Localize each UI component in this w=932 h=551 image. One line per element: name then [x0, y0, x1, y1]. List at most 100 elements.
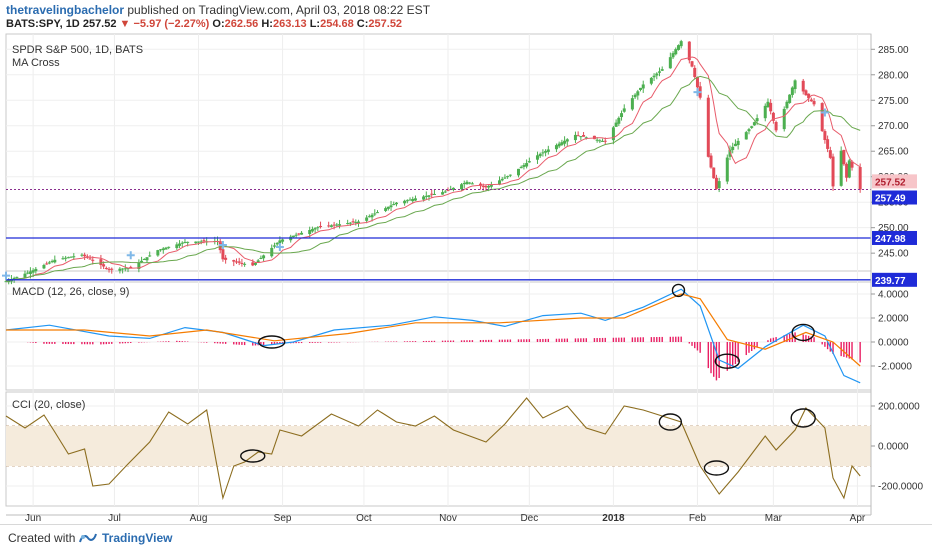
candle-body — [769, 102, 773, 112]
candle-body — [140, 260, 144, 263]
published-text: published on TradingView.com, April 03, … — [127, 3, 431, 17]
candle-body — [785, 101, 789, 109]
price-label-box — [872, 272, 917, 287]
candle-body — [50, 261, 54, 263]
candle-body — [468, 182, 472, 184]
candle-body — [660, 69, 664, 71]
candle-body — [161, 248, 165, 251]
candle-body — [668, 57, 672, 69]
candle-body — [617, 117, 621, 124]
candle-body — [506, 176, 510, 178]
cci-band — [6, 426, 871, 466]
candle-body — [34, 268, 38, 272]
price-label-box — [872, 174, 917, 189]
candle-body — [584, 137, 588, 139]
price-tick-label: 245.00 — [878, 249, 909, 260]
candle-body — [809, 99, 813, 102]
panel-frame — [5, 33, 872, 272]
candle-body — [251, 262, 255, 266]
cci-line — [5, 397, 861, 501]
cci-tick-label: -200.0000 — [878, 482, 923, 493]
candle-body — [275, 242, 279, 245]
candle-body — [714, 177, 718, 189]
candle-body — [695, 76, 699, 88]
candle-body — [123, 268, 127, 270]
candle-body — [462, 183, 466, 185]
candle-body — [240, 262, 244, 264]
candle-body — [164, 247, 168, 250]
annotation-circle — [240, 449, 266, 463]
low-label: L: — [309, 18, 321, 30]
candle-body — [774, 121, 778, 131]
candle-body — [45, 263, 49, 265]
chart-marks — [4, 39, 871, 501]
candle-body — [167, 246, 171, 248]
candle-body — [828, 150, 832, 158]
candle-body — [788, 94, 792, 103]
candle-body — [308, 230, 312, 234]
candle-body — [291, 235, 295, 238]
axes: Jun Jul Aug Sep Oct Nov Dec 2018 Feb Mar Apr 245.00… — [6, 34, 923, 524]
candle-body — [272, 245, 276, 247]
candle-body — [793, 80, 797, 90]
candle-body — [31, 270, 35, 273]
candle-body — [750, 126, 754, 128]
candle-body — [300, 232, 304, 235]
candle-body — [481, 185, 485, 187]
candle-body — [693, 67, 697, 77]
candle-body — [28, 271, 32, 274]
tradingview-link[interactable]: TradingView — [102, 531, 173, 545]
candle-body — [516, 168, 520, 176]
candle-body — [620, 113, 624, 118]
signal-line — [6, 293, 861, 367]
candle-body — [652, 75, 656, 78]
cci-tick-label: 0.0000 — [878, 442, 909, 453]
chart-canvas[interactable]: Jun Jul Aug Sep Oct Nov Dec 2018 Feb Mar Apr 245.00… — [0, 0, 932, 524]
candle-body — [755, 118, 759, 122]
candle-body — [508, 174, 512, 176]
candle-body — [595, 139, 599, 141]
price-chart-subtitle: MA Cross — [12, 57, 60, 69]
candle-body — [373, 213, 377, 215]
candle-body — [72, 256, 76, 258]
candle-body — [88, 258, 92, 260]
ma-cross-marker — [693, 88, 702, 97]
candle-body — [121, 268, 125, 270]
ticker: BATS:SPY, 1D — [6, 18, 80, 30]
annotation-circle — [791, 323, 815, 342]
candle-body — [159, 249, 163, 251]
candle-body — [731, 146, 735, 151]
candle-body — [313, 228, 317, 230]
candle-body — [820, 103, 824, 132]
candle-body — [99, 259, 103, 266]
candle-body — [104, 267, 108, 269]
candle-body — [630, 98, 634, 110]
candle-body — [392, 204, 396, 206]
candle-body — [671, 53, 675, 58]
candle-body — [346, 223, 350, 225]
candle-body — [259, 257, 263, 259]
candle-body — [576, 135, 580, 137]
annotations — [2, 88, 829, 476]
candle-body — [66, 257, 70, 259]
candle-body — [102, 264, 106, 267]
macd-tick-label: 0.0000 — [878, 338, 909, 349]
candle-body — [186, 241, 190, 243]
candle-body — [4, 281, 8, 283]
candle-body — [129, 266, 133, 268]
x-tick-label: Sep — [274, 513, 292, 524]
candle-body — [23, 273, 27, 278]
candle-body — [403, 200, 407, 204]
candle-body — [649, 77, 653, 84]
high-value: 263.13 — [272, 18, 307, 30]
candle-body — [611, 127, 615, 141]
candle-body — [64, 257, 68, 259]
candle-body — [763, 105, 767, 119]
candle-body — [365, 217, 369, 221]
candle-body — [15, 276, 19, 278]
candle-body — [503, 177, 507, 179]
candle-body — [389, 205, 393, 208]
ma-cross-marker — [275, 243, 284, 252]
author-link[interactable]: thetravelingbachelor — [6, 3, 125, 17]
x-tick-label: Apr — [850, 513, 866, 524]
